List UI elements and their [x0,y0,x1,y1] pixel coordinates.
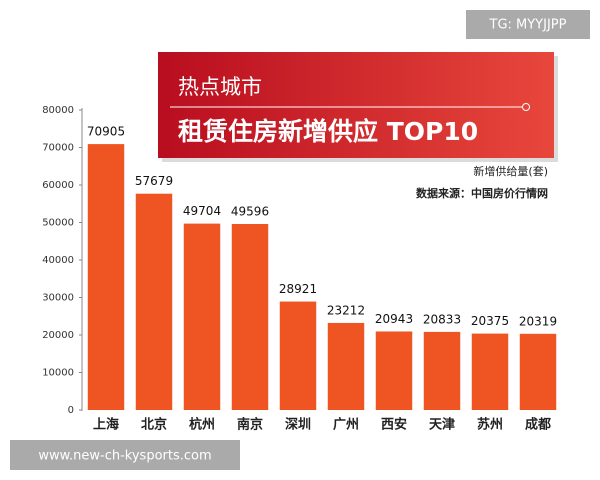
value-label: 20833 [423,312,461,326]
value-label: 49596 [231,205,269,219]
x-tick-label: 北京 [141,417,167,433]
kicker: 热点城市 [178,75,262,99]
x-tick-label: 成都 [525,417,551,433]
y-tick-label: 10000 [42,368,74,379]
bar [423,331,461,410]
value-label: 20375 [471,314,509,328]
y-tick-label: 0 [68,405,74,416]
x-tick-label: 上海 [93,417,119,433]
bar [135,193,173,410]
y-tick-label: 30000 [42,293,74,304]
bar [375,331,413,410]
y-tick-label: 20000 [42,330,74,341]
unit-note: 新增供给量(套) [473,164,548,178]
y-tick-label: 70000 [42,143,74,154]
value-label: 28921 [279,282,317,296]
x-tick-label: 苏州 [477,417,503,433]
bar [471,333,509,410]
banner [158,52,554,158]
bar [279,301,317,410]
chart-title: 租赁住房新增供应 TOP10 [178,117,478,146]
value-label: 20319 [519,314,557,328]
bar [519,333,557,410]
watermark-box [466,10,590,39]
y-tick-label: 60000 [42,180,74,191]
y-tick-label: 40000 [42,255,74,266]
x-tick-label: 西安 [381,417,407,433]
watermark-box [10,440,240,470]
value-label: 70905 [87,125,125,139]
y-tick-label: 80000 [42,105,74,116]
bar [87,144,125,410]
x-tick-label: 广州 [333,417,359,433]
x-tick-label: 南京 [237,417,263,433]
watermark: TG: MYYJJPP [489,18,567,33]
x-tick-label: 杭州 [189,417,215,433]
watermark: www.new-ch-kysports.com [38,449,211,464]
bar [183,223,221,410]
y-tick-label: 50000 [42,218,74,229]
banner-dot [522,103,530,111]
x-tick-label: 深圳 [285,417,311,433]
value-label: 49704 [183,204,221,218]
value-label: 20943 [375,312,413,326]
source: 数据来源：中国房价行情网 [416,186,548,200]
value-label: 57679 [135,174,173,188]
bar [231,224,269,410]
x-tick-label: 天津 [429,417,455,433]
bar [327,322,365,410]
value-label: 23212 [327,303,365,317]
